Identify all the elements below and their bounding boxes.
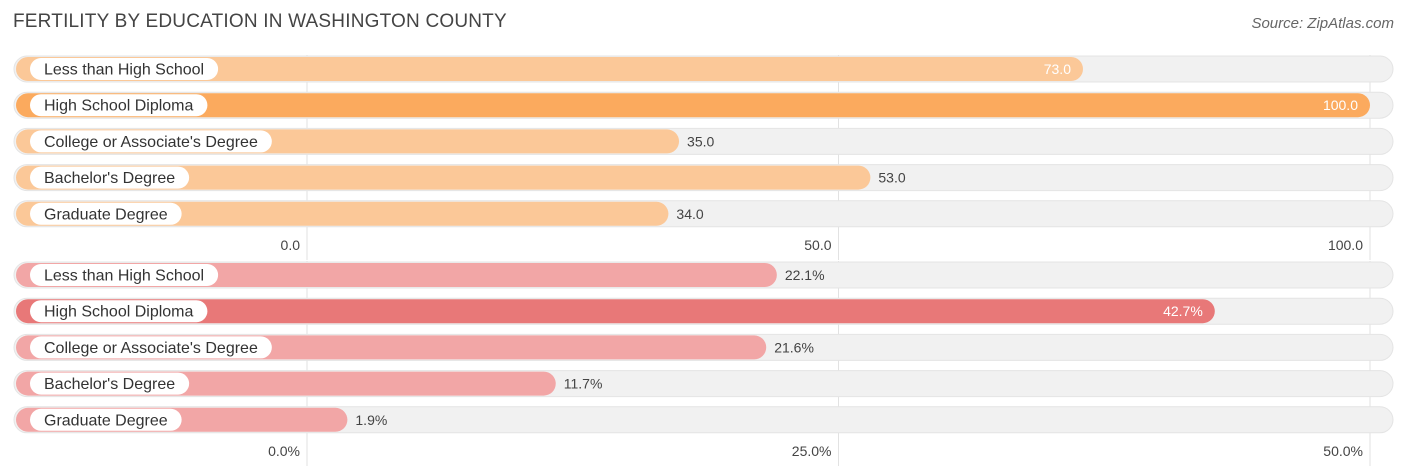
tick-label: 0.0%	[268, 443, 300, 459]
tick-label: 100.0	[1328, 237, 1363, 253]
category-label: High School Diploma	[44, 304, 194, 321]
category-pill	[30, 372, 190, 395]
category-label: Less than High School	[44, 62, 204, 79]
category-pill	[30, 58, 219, 80]
category-pill	[30, 130, 272, 153]
category-label: College or Associate's Degree	[44, 340, 258, 357]
value-label: 22.1%	[785, 267, 825, 283]
category-label: Graduate Degree	[44, 206, 168, 223]
tick-label: 50.0%	[1323, 443, 1363, 459]
category-label: Less than High School	[44, 268, 204, 285]
bar-0-1	[16, 93, 1370, 118]
category-pill	[30, 94, 208, 117]
bar-1-1	[16, 299, 1215, 324]
value-label: 53.0	[878, 170, 905, 186]
category-label: Graduate Degree	[44, 412, 168, 429]
category-pill	[30, 264, 219, 286]
source-label: Source: ZipAtlas.com	[1251, 15, 1394, 32]
category-pill	[30, 202, 182, 225]
value-label: 1.9%	[355, 412, 387, 428]
category-label: College or Associate's Degree	[44, 134, 258, 151]
bar-track	[13, 406, 1394, 434]
bar-0-3	[16, 165, 871, 190]
value-label: 100.0	[1323, 97, 1358, 113]
category-pill	[30, 300, 208, 323]
category-label: High School Diploma	[44, 98, 194, 115]
tick-label: 0.0	[281, 237, 301, 253]
category-label: Bachelor's Degree	[44, 170, 175, 187]
value-label: 21.6%	[774, 339, 814, 355]
value-label: 42.7%	[1163, 303, 1203, 319]
tick-label: 50.0	[804, 237, 831, 253]
value-label: 35.0	[687, 133, 714, 149]
bar-0-0	[16, 57, 1083, 81]
category-pill	[30, 336, 272, 359]
chart-title: FERTILITY BY EDUCATION IN WASHINGTON COU…	[13, 11, 507, 32]
category-pill	[30, 166, 190, 189]
tick-label: 25.0%	[792, 443, 832, 459]
value-label: 34.0	[676, 206, 703, 222]
value-label: 11.7%	[564, 376, 603, 392]
value-label: 73.0	[1044, 61, 1071, 77]
category-pill	[30, 408, 182, 431]
category-label: Bachelor's Degree	[44, 376, 175, 393]
